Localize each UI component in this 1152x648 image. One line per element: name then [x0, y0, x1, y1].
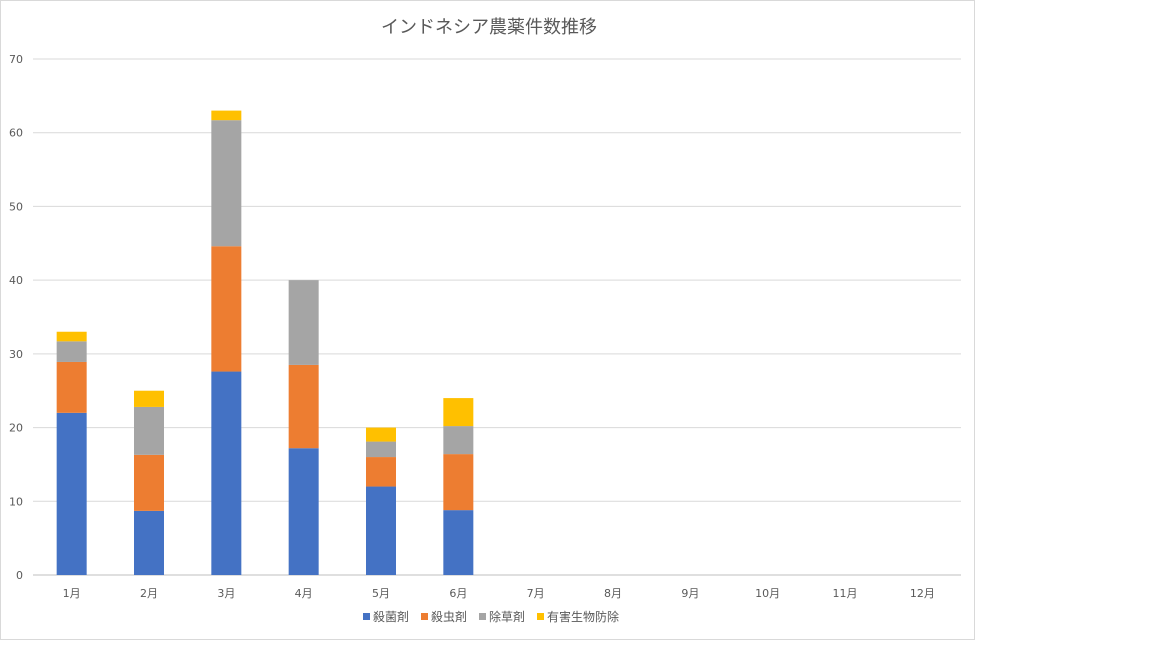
x-tick-label: 9月	[681, 587, 699, 600]
bar-segment	[211, 246, 242, 372]
chart-area: インドネシア農薬件数推移 0 10 20 30 40 50 60 70 1月 2月 3月 4月 5月 6…	[0, 0, 975, 640]
bar-segment	[288, 448, 319, 575]
x-tick-label: 10月	[755, 587, 780, 600]
y-tick-label: 10	[9, 495, 23, 508]
y-tick-label: 20	[9, 422, 23, 435]
x-tick-label: 11月	[833, 587, 858, 600]
legend-label: 有害生物防除	[547, 609, 619, 624]
x-axis-ticks: 1月 2月 3月 4月 5月 6月 7月 8月 9月 10月 11月 12月	[63, 587, 935, 600]
y-tick-label: 60	[9, 127, 23, 140]
legend-label: 殺菌剤	[373, 609, 409, 624]
y-tick-label: 0	[16, 569, 23, 582]
y-tick-label: 50	[9, 200, 23, 213]
bar-segment	[56, 361, 87, 413]
x-tick-label: 5月	[372, 587, 390, 600]
legend: 殺菌剤 殺虫剤 除草剤 有害生物防除	[363, 609, 619, 624]
x-tick-label: 6月	[449, 587, 467, 600]
bar-segment	[366, 457, 396, 487]
bar-segment	[366, 427, 396, 442]
bar-segment	[288, 364, 319, 449]
bar-segment	[443, 510, 474, 575]
x-tick-label: 8月	[604, 587, 622, 600]
x-tick-label: 12月	[910, 587, 935, 600]
bars	[56, 110, 474, 575]
bar-segment	[366, 441, 396, 458]
x-tick-label: 2月	[140, 587, 158, 600]
legend-swatch	[363, 613, 370, 620]
bar-segment	[443, 454, 474, 511]
bar-segment	[366, 486, 396, 575]
bar-segment	[56, 412, 87, 575]
bar-segment	[443, 426, 474, 455]
bar-segment	[288, 280, 319, 365]
bar-segment	[211, 120, 242, 247]
legend-label: 除草剤	[489, 609, 525, 624]
gridlines	[33, 58, 961, 576]
bar-segment	[443, 398, 474, 427]
bar-segment	[56, 341, 87, 362]
x-tick-label: 4月	[295, 587, 313, 600]
x-tick-label: 7月	[527, 587, 545, 600]
legend-swatch	[479, 613, 486, 620]
bar-segment	[134, 406, 164, 455]
y-tick-label: 30	[9, 348, 23, 361]
legend-swatch	[537, 613, 544, 620]
bar-segment	[56, 331, 87, 342]
y-axis-ticks: 0 10 20 30 40 50 60 70	[9, 53, 23, 582]
y-tick-label: 70	[9, 53, 23, 66]
x-tick-label: 3月	[217, 587, 235, 600]
bar-segment	[211, 110, 242, 121]
stacked-bar-chart: インドネシア農薬件数推移 0 10 20 30 40 50 60 70 1月 2月 3月 4月 5月 6…	[9, 17, 961, 624]
bar-segment	[134, 390, 164, 407]
bar-segment	[211, 371, 242, 575]
x-tick-label: 1月	[63, 587, 81, 600]
bar-segment	[134, 454, 164, 511]
chart-title: インドネシア農薬件数推移	[381, 17, 597, 38]
legend-swatch	[421, 613, 428, 620]
y-tick-label: 40	[9, 274, 23, 287]
bar-segment	[134, 510, 164, 575]
legend-label: 殺虫剤	[431, 609, 467, 624]
